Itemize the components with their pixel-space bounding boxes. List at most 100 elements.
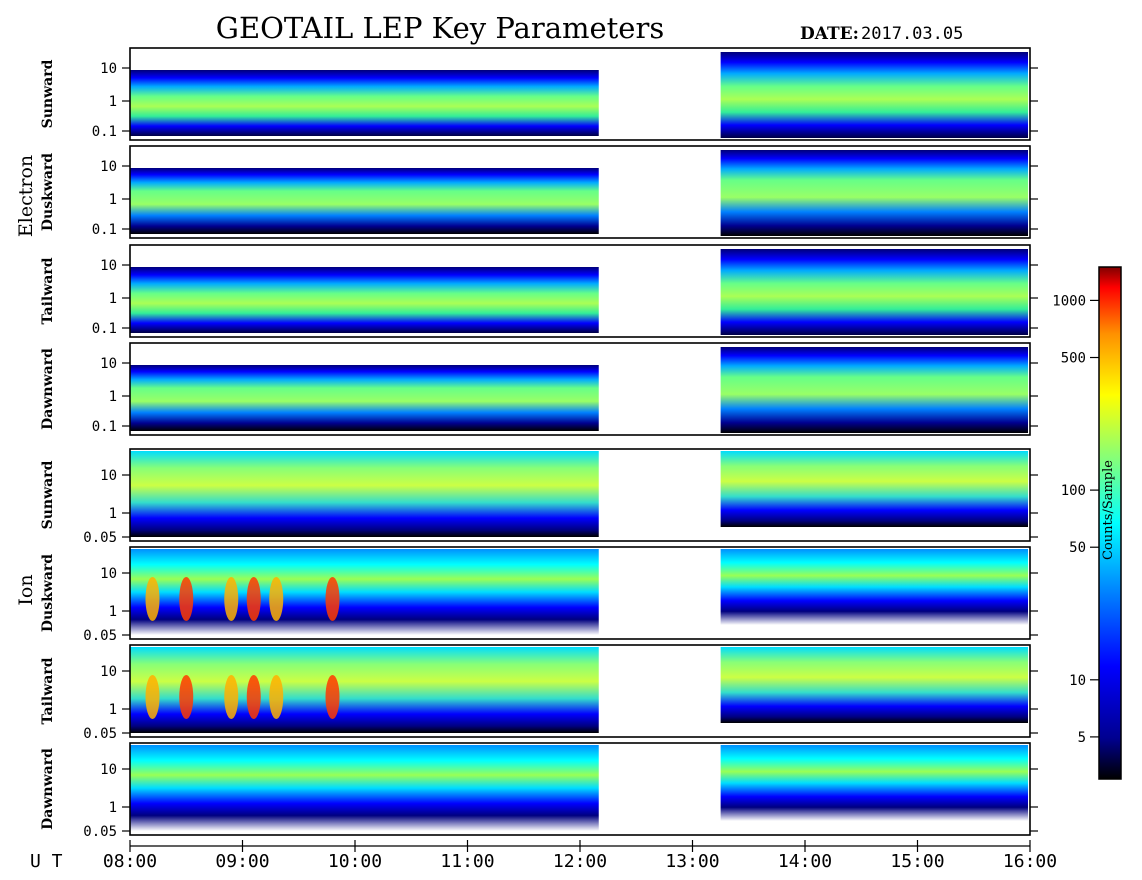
y-tick-label: 10 <box>100 159 117 175</box>
high-count-spot <box>246 577 261 621</box>
direction-label: Dawnward <box>40 748 56 830</box>
y-tick-label: 10 <box>100 356 117 372</box>
date-label: DATE: <box>800 24 859 44</box>
y-tick-label: 1 <box>109 800 117 816</box>
panel-ion-tailward: 10 1 0.05 Tailward <box>40 644 1038 742</box>
y-tick-label: 0.1 <box>92 222 117 238</box>
y-tick-label: 1 <box>109 389 117 405</box>
y-tick-label: 10 <box>100 61 117 77</box>
high-count-spot <box>246 675 261 719</box>
spectrogram-segment-before-gap <box>130 745 599 831</box>
colorbar-tick-label: 1000 <box>1052 293 1086 309</box>
x-axis: U T 08:00 09:00 10:00 11:00 12:00 13:00 14:00 1… <box>30 840 1057 872</box>
spectrogram-segment-after-gap <box>720 347 1028 433</box>
spectrogram-segment-after-gap <box>720 647 1028 723</box>
y-tick-label: 10 <box>100 566 117 582</box>
x-tick-label: 09:00 <box>215 851 269 872</box>
direction-label: Dawnward <box>40 348 56 430</box>
y-tick-label: 1 <box>109 291 117 307</box>
y-tick-label: 10 <box>100 762 117 778</box>
panel-frame <box>129 644 1031 738</box>
spectrogram-segment-before-gap <box>130 267 599 333</box>
panel-electron-dawnward: 10 1 0.1 Dawnward <box>40 342 1038 436</box>
x-tick-label: 13:00 <box>665 851 719 872</box>
high-count-spot <box>179 675 194 719</box>
y-tick-label: 1 <box>109 506 117 522</box>
colorbar-tick-label: 50 <box>1069 540 1086 556</box>
spectrogram-segment-after-gap <box>720 249 1028 335</box>
panel-frame <box>129 742 1031 836</box>
spectrogram-segment-after-gap <box>720 745 1028 821</box>
spectrogram-segment-after-gap <box>720 52 1028 138</box>
high-count-spot <box>145 577 160 621</box>
x-tick-label: 11:00 <box>440 851 494 872</box>
y-tick-label: 1 <box>109 702 117 718</box>
direction-label: Duskward <box>40 554 56 632</box>
y-tick-label: 10 <box>100 258 117 274</box>
direction-label: Sunward <box>40 460 56 529</box>
panel-ion-sunward: 10 1 0.05 Sunward <box>40 448 1038 546</box>
y-tick-label: 1 <box>109 192 117 208</box>
panels-group: 10 1 0.1 Sunward 10 1 0.1 Duskward 10 1 0.1 Tailwar… <box>40 47 1038 840</box>
high-count-spot <box>325 675 340 719</box>
x-tick-label: 10:00 <box>328 851 382 872</box>
spectrogram-segment-before-gap <box>130 549 599 635</box>
y-tick-label: 0.05 <box>83 628 117 644</box>
x-tick-label: 12:00 <box>553 851 607 872</box>
y-tick-label: 1 <box>109 94 117 110</box>
y-tick-label: 0.05 <box>83 726 117 742</box>
colorbar-tick-label: 100 <box>1061 483 1086 499</box>
spectrogram-segment-before-gap <box>130 365 599 431</box>
direction-label: Tailward <box>40 257 56 324</box>
panel-electron-duskward: 10 1 0.1 Duskward <box>40 145 1038 239</box>
y-tick-label: 0.05 <box>83 824 117 840</box>
x-tick-label: 16:00 <box>1003 851 1057 872</box>
spectrogram-segment-before-gap <box>130 451 599 537</box>
y-tick-label: 10 <box>100 664 117 680</box>
high-count-spot <box>145 675 160 719</box>
y-tick-label: 0.1 <box>92 419 117 435</box>
x-axis-prefix: U T <box>30 851 63 872</box>
y-tick-label: 0.1 <box>92 321 117 337</box>
y-tick-label: 10 <box>100 468 117 484</box>
chart-title: GEOTAIL LEP Key Parameters <box>216 11 664 45</box>
spectrogram-segment-before-gap <box>130 647 599 733</box>
x-tick-label: 15:00 <box>890 851 944 872</box>
spectrogram-segment-after-gap <box>720 451 1028 527</box>
panel-electron-tailward: 10 1 0.1 Tailward <box>40 244 1038 338</box>
colorbar-tick-label: 10 <box>1069 673 1086 689</box>
direction-label: Tailward <box>40 657 56 724</box>
panel-frame <box>129 546 1031 640</box>
y-tick-label: 0.05 <box>83 530 117 546</box>
high-count-spot <box>224 577 239 621</box>
panel-frame <box>129 342 1031 436</box>
panel-ion-duskward: 10 1 0.05 Duskward <box>40 546 1038 644</box>
colorbar-tick-label: 500 <box>1061 351 1086 367</box>
high-count-spot <box>224 675 239 719</box>
colorbar-gradient <box>1098 266 1122 780</box>
colorbar-label: Counts/Sample <box>1101 460 1116 560</box>
panel-frame <box>129 448 1031 542</box>
y-tick-label: 0.1 <box>92 124 117 140</box>
spectrogram-segment-before-gap <box>130 70 599 136</box>
group-label-ion: Ion <box>15 574 37 605</box>
high-count-spot <box>325 577 340 621</box>
y-tick-label: 1 <box>109 604 117 620</box>
direction-label: Duskward <box>40 153 56 231</box>
panel-frame <box>129 145 1031 239</box>
colorbar: Counts/Sample 1000 500 100 50 10 5 <box>1052 266 1122 780</box>
x-tick-label: 14:00 <box>778 851 832 872</box>
spectrogram-segment-before-gap <box>130 168 599 234</box>
date-value: 2017.03.05 <box>861 24 963 44</box>
spectrogram-segment-after-gap <box>720 150 1028 236</box>
x-tick-label: 08:00 <box>103 851 157 872</box>
panel-ion-dawnward: 10 1 0.05 Dawnward <box>40 742 1038 840</box>
colorbar-tick-label: 5 <box>1078 730 1086 746</box>
group-label-electron: Electron <box>15 155 37 237</box>
high-count-spot <box>179 577 194 621</box>
panel-frame <box>129 47 1031 141</box>
panel-electron-sunward: 10 1 0.1 Sunward <box>40 47 1038 141</box>
spectrogram-segment-after-gap <box>720 549 1028 625</box>
high-count-spot <box>269 675 284 719</box>
